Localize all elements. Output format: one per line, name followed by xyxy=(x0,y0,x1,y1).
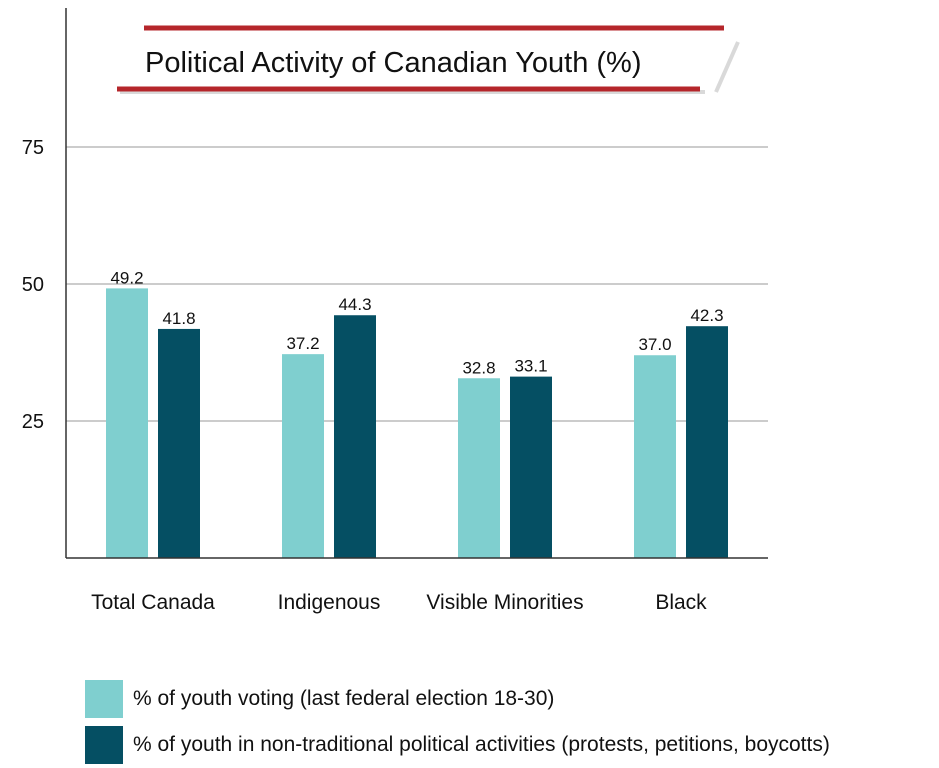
y-tick-label: 25 xyxy=(22,411,44,433)
category-labels: Total Canada Indigenous Visible Minorities… xyxy=(91,591,707,614)
data-label: 41.8 xyxy=(162,309,195,328)
legend-swatch-voting xyxy=(85,680,123,718)
data-label: 32.8 xyxy=(462,358,495,377)
chart-title: Political Activity of Canadian Youth (%) xyxy=(145,47,642,79)
category-label: Indigenous xyxy=(278,591,381,614)
legend-swatch-non-traditional xyxy=(85,726,123,764)
y-tick-label: 75 xyxy=(22,137,44,159)
legend-label-voting: % of youth voting (last federal election… xyxy=(133,687,555,710)
bar-3-0 xyxy=(634,355,676,558)
bar-0-1 xyxy=(158,328,200,558)
bar-2-0 xyxy=(458,378,500,558)
bar-1-0 xyxy=(282,354,324,558)
data-label: 37.0 xyxy=(638,335,671,354)
bar-1-1 xyxy=(334,315,376,558)
data-labels: 49.2 41.8 37.2 44.3 32.8 33.1 37.0 42.3 xyxy=(110,268,723,377)
y-tick-label: 50 xyxy=(22,274,44,296)
data-label: 37.2 xyxy=(286,334,319,353)
data-label: 33.1 xyxy=(514,357,547,376)
bar-3-1 xyxy=(686,326,728,558)
title-slash-accent xyxy=(714,41,740,93)
bar-0-0 xyxy=(106,288,148,558)
category-label: Total Canada xyxy=(91,591,215,614)
y-axis-ticks: 25 50 75 xyxy=(22,137,44,433)
category-label: Visible Minorities xyxy=(426,591,583,614)
legend-item-non-traditional: % of youth in non-traditional political … xyxy=(85,722,830,768)
title-banner: Political Activity of Canadian Youth (%) xyxy=(117,25,740,94)
bar-2-1 xyxy=(510,376,552,558)
bars xyxy=(106,288,728,558)
data-label: 49.2 xyxy=(110,268,143,287)
data-label: 42.3 xyxy=(690,306,723,325)
legend: % of youth voting (last federal election… xyxy=(85,676,830,768)
data-label: 44.3 xyxy=(338,295,371,314)
legend-label-non-traditional: % of youth in non-traditional political … xyxy=(133,733,830,756)
category-label: Black xyxy=(655,591,707,614)
legend-item-voting: % of youth voting (last federal election… xyxy=(85,676,830,722)
